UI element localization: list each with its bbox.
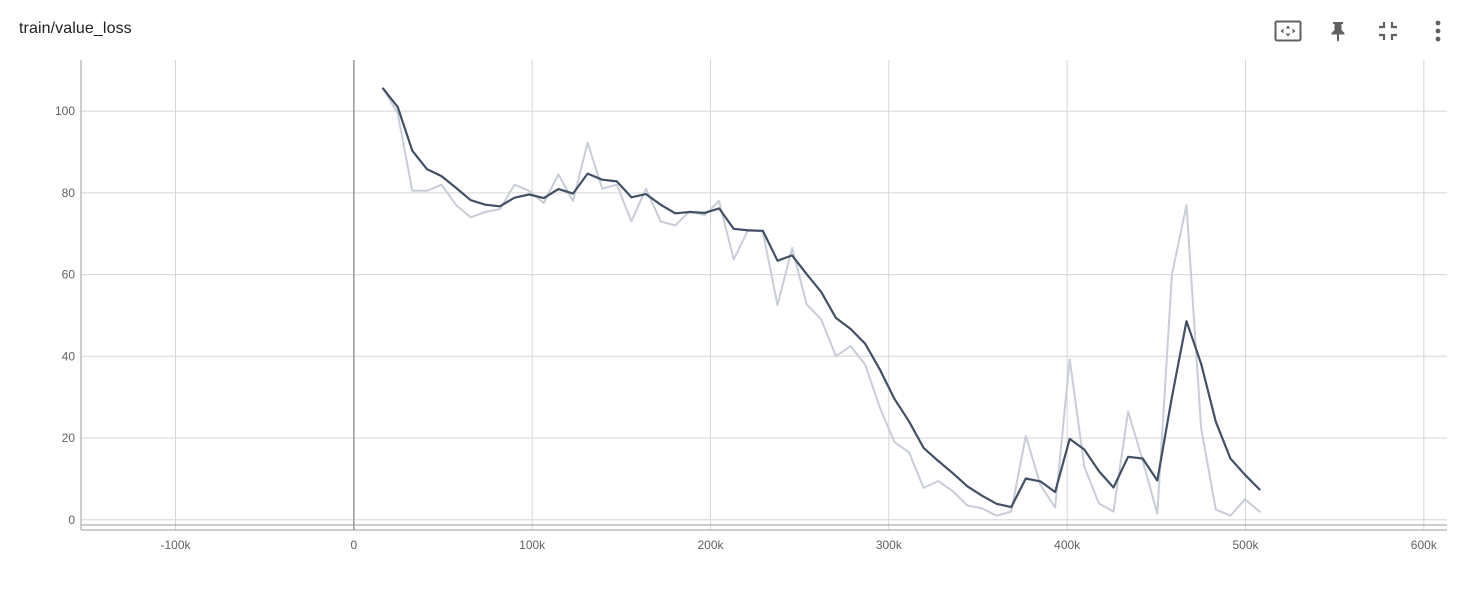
card-header: train/value_loss (0, 0, 1467, 62)
x-tick-label: 100k (519, 538, 546, 552)
fit-to-data-icon (1274, 20, 1302, 42)
x-tick-label: 600k (1411, 538, 1438, 552)
x-tick-label: 300k (876, 538, 903, 552)
y-tick-label: 100 (55, 104, 75, 118)
chart-area[interactable]: 0 20 40 60 80 100 -100k 0 100k 200k 300k 400k 500k 60… (0, 55, 1467, 598)
y-tick-label: 40 (62, 349, 76, 363)
more-vert-icon (1435, 20, 1441, 42)
collapse-icon (1379, 22, 1397, 40)
x-tick-label: 200k (697, 538, 724, 552)
more-options-button[interactable] (1421, 14, 1455, 48)
y-tick-label: 20 (62, 431, 76, 445)
y-tick-label: 0 (68, 513, 75, 527)
x-tick-label: 0 (350, 538, 357, 552)
collapse-button[interactable] (1371, 14, 1405, 48)
x-tick-label: 500k (1232, 538, 1259, 552)
line-chart[interactable]: 0 20 40 60 80 100 -100k 0 100k 200k 300k 400k 500k 60… (0, 55, 1467, 598)
fit-domain-button[interactable] (1271, 14, 1305, 48)
chart-toolbar (1255, 14, 1455, 48)
chart-title: train/value_loss (19, 20, 132, 37)
x-tick-label: -100k (160, 538, 191, 552)
smoothed-series-line[interactable] (382, 87, 1261, 509)
pin-icon (1331, 22, 1345, 42)
y-tick-label: 80 (62, 186, 76, 200)
pin-button[interactable] (1321, 14, 1355, 48)
x-tick-label: 400k (1054, 538, 1081, 552)
raw-series-line[interactable] (382, 87, 1261, 517)
y-tick-label: 60 (62, 268, 76, 282)
